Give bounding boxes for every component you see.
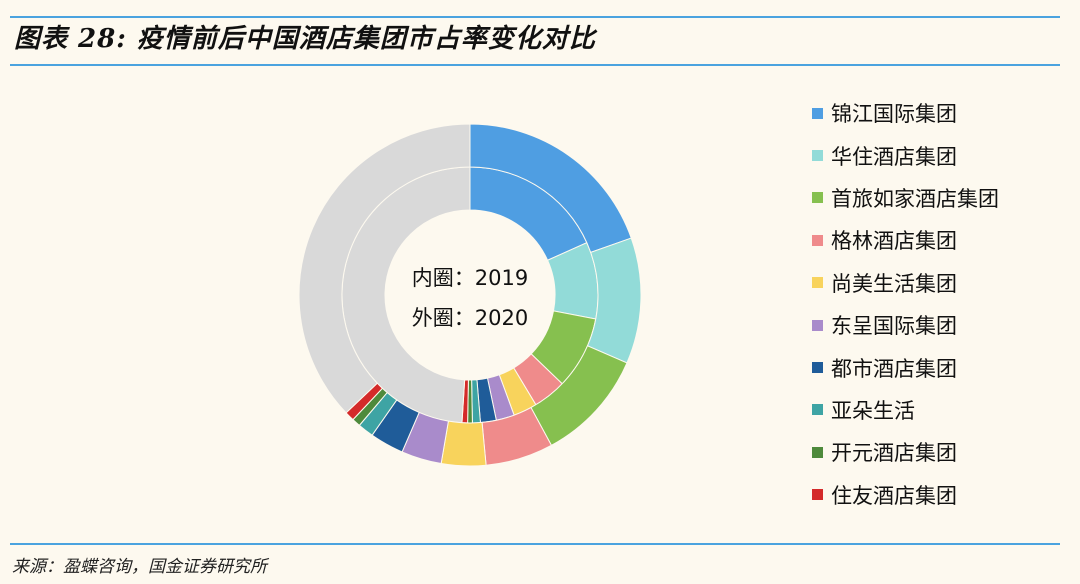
source-note: 来源：盈蝶咨询，国金证券研究所 (12, 557, 267, 577)
legend-label: 尚美生活集团 (831, 271, 957, 296)
legend-label: 格林酒店集团 (831, 229, 957, 254)
top-rule (10, 16, 1060, 18)
legend: 锦江国际集团 华住酒店集团首旅如家酒店集团 格林酒店集团 尚美生活集团 东呈国际集团 都市… (812, 92, 999, 516)
legend-label: 开元酒店集团 (831, 441, 957, 466)
legend-item: 格林酒店集团 (812, 219, 999, 261)
legend-swatch (812, 319, 823, 331)
bottom-rule (10, 543, 1060, 545)
legend-item: 住友酒店集团 (812, 474, 999, 516)
legend-item: 华住酒店集团 (812, 134, 999, 176)
outer-ring-label: 外圈：2020 (411, 306, 529, 330)
legend-swatch (812, 362, 823, 374)
legend-item: 开元酒店集团 (812, 431, 999, 473)
legend-item: 东呈国际集团 (812, 304, 999, 346)
legend-label: 华住酒店集团 (831, 144, 957, 169)
legend-label: 锦江国际集团 (831, 102, 957, 127)
chart-title: 图表 28: 疫情前后中国酒店集团市占率变化对比 (14, 24, 596, 54)
legend-item: 都市酒店集团 (812, 346, 999, 388)
legend-item: 锦江国际集团 (812, 92, 999, 134)
legend-swatch (812, 107, 823, 119)
legend-swatch (812, 192, 823, 204)
legend-swatch (812, 404, 823, 416)
legend-label: 东呈国际集团 (831, 314, 957, 339)
slice-2020-4 (440, 420, 487, 467)
legend-label: 都市酒店集团 (831, 356, 957, 381)
title-rule (10, 64, 1060, 66)
legend-swatch (812, 150, 823, 162)
legend-label: 亚朵生活 (831, 398, 915, 423)
legend-item: 尚美生活集团 (812, 262, 999, 304)
legend-swatch (812, 277, 823, 289)
legend-item: 首旅如家酒店集团 (812, 177, 999, 219)
legend-swatch (812, 446, 823, 458)
legend-swatch (812, 489, 823, 501)
legend-swatch (812, 234, 823, 246)
legend-item: 亚朵生活 (812, 389, 999, 431)
inner-ring-label: 内圈：2019 (411, 266, 529, 290)
legend-label: 首旅如家酒店集团 (831, 186, 999, 211)
slice-2020-10 (298, 123, 471, 414)
legend-label: 住友酒店集团 (831, 483, 957, 508)
